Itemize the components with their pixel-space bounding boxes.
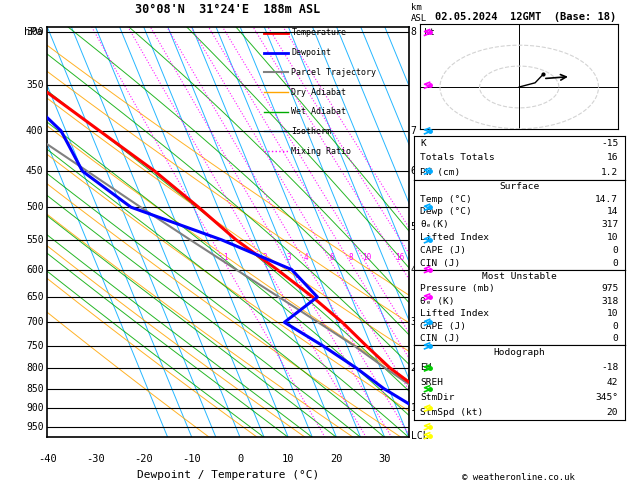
- Text: 16: 16: [395, 253, 404, 262]
- Text: -20: -20: [134, 454, 153, 464]
- Text: 20: 20: [330, 454, 343, 464]
- Text: StmDir: StmDir: [420, 393, 455, 402]
- Text: Lifted Index: Lifted Index: [420, 233, 489, 242]
- Text: CAPE (J): CAPE (J): [420, 322, 466, 331]
- Text: 975: 975: [601, 284, 618, 293]
- Text: 14.7: 14.7: [595, 194, 618, 204]
- Text: 14: 14: [607, 208, 618, 216]
- Text: 600: 600: [26, 264, 43, 275]
- Text: 0: 0: [613, 259, 618, 268]
- Text: 42: 42: [607, 378, 618, 387]
- Text: -30: -30: [86, 454, 105, 464]
- Text: Mixing Ratio: Mixing Ratio: [291, 147, 352, 156]
- Text: 350: 350: [26, 80, 43, 90]
- Text: Hodograph: Hodograph: [493, 348, 545, 357]
- Text: 10: 10: [362, 253, 371, 262]
- Text: © weatheronline.co.uk: © weatheronline.co.uk: [462, 473, 576, 482]
- Text: hPa: hPa: [24, 27, 42, 37]
- Text: 3: 3: [286, 253, 291, 262]
- Text: Temp (°C): Temp (°C): [420, 194, 472, 204]
- Text: 700: 700: [26, 317, 43, 327]
- Text: 02.05.2024  12GMT  (Base: 18): 02.05.2024 12GMT (Base: 18): [435, 12, 616, 22]
- Text: 900: 900: [26, 403, 43, 413]
- Text: -40: -40: [38, 454, 57, 464]
- Text: θₑ (K): θₑ (K): [420, 296, 455, 306]
- Text: 318: 318: [601, 296, 618, 306]
- Text: 500: 500: [26, 202, 43, 212]
- Text: 0: 0: [613, 334, 618, 343]
- Text: Isotherm: Isotherm: [291, 127, 331, 136]
- Text: CIN (J): CIN (J): [420, 259, 460, 268]
- Text: Pressure (mb): Pressure (mb): [420, 284, 495, 293]
- Text: 20: 20: [607, 408, 618, 417]
- Text: 4: 4: [411, 264, 416, 275]
- Text: EH: EH: [420, 363, 431, 372]
- Text: 800: 800: [26, 363, 43, 373]
- Text: 0: 0: [613, 322, 618, 331]
- Text: 6: 6: [411, 166, 416, 176]
- Text: 650: 650: [26, 292, 43, 302]
- Text: 1: 1: [411, 403, 416, 413]
- Text: 300: 300: [26, 28, 43, 37]
- Text: θₑ(K): θₑ(K): [420, 220, 449, 229]
- Text: Most Unstable: Most Unstable: [482, 272, 557, 280]
- Text: Mixing Ratio (g/kg): Mixing Ratio (g/kg): [423, 181, 431, 283]
- Text: 317: 317: [601, 220, 618, 229]
- Text: 1.2: 1.2: [601, 168, 618, 177]
- Text: Wet Adiabat: Wet Adiabat: [291, 107, 347, 116]
- Text: CAPE (J): CAPE (J): [420, 246, 466, 255]
- Text: K: K: [420, 139, 426, 148]
- Text: 30°08'N  31°24'E  188m ASL: 30°08'N 31°24'E 188m ASL: [135, 3, 321, 17]
- Text: 550: 550: [26, 235, 43, 245]
- Text: 0: 0: [613, 246, 618, 255]
- Text: PW (cm): PW (cm): [420, 168, 460, 177]
- Text: CIN (J): CIN (J): [420, 334, 460, 343]
- Text: 950: 950: [26, 422, 43, 432]
- Text: -15: -15: [601, 139, 618, 148]
- Text: 4: 4: [304, 253, 309, 262]
- Text: Dewpoint / Temperature (°C): Dewpoint / Temperature (°C): [137, 470, 319, 480]
- Text: Dewpoint: Dewpoint: [291, 48, 331, 57]
- Text: 7: 7: [411, 126, 416, 136]
- Text: LCL: LCL: [411, 431, 428, 441]
- Text: 6: 6: [330, 253, 335, 262]
- Text: 3: 3: [411, 317, 416, 327]
- Text: 850: 850: [26, 384, 43, 394]
- Text: 5: 5: [411, 222, 416, 232]
- Text: Dry Adiabat: Dry Adiabat: [291, 87, 347, 97]
- Text: 750: 750: [26, 341, 43, 351]
- Text: 2: 2: [262, 253, 267, 262]
- Text: 30: 30: [379, 454, 391, 464]
- Text: kt: kt: [424, 29, 435, 37]
- Text: StmSpd (kt): StmSpd (kt): [420, 408, 484, 417]
- Text: 8: 8: [411, 28, 416, 37]
- Text: 1: 1: [223, 253, 228, 262]
- Text: Dewp (°C): Dewp (°C): [420, 208, 472, 216]
- Text: 16: 16: [607, 154, 618, 162]
- Text: Lifted Index: Lifted Index: [420, 309, 489, 318]
- Text: 10: 10: [282, 454, 294, 464]
- Text: km
ASL: km ASL: [411, 3, 427, 23]
- Text: 400: 400: [26, 126, 43, 136]
- Text: -10: -10: [182, 454, 201, 464]
- Text: Parcel Trajectory: Parcel Trajectory: [291, 68, 376, 77]
- Text: Temperature: Temperature: [291, 28, 347, 37]
- Text: Surface: Surface: [499, 182, 539, 191]
- Text: 345°: 345°: [595, 393, 618, 402]
- Text: 10: 10: [607, 233, 618, 242]
- Text: 8: 8: [349, 253, 353, 262]
- Text: 450: 450: [26, 166, 43, 176]
- Text: 0: 0: [237, 454, 243, 464]
- Text: 2: 2: [411, 363, 416, 373]
- Text: 10: 10: [607, 309, 618, 318]
- Text: -18: -18: [601, 363, 618, 372]
- Text: Totals Totals: Totals Totals: [420, 154, 495, 162]
- Text: SREH: SREH: [420, 378, 443, 387]
